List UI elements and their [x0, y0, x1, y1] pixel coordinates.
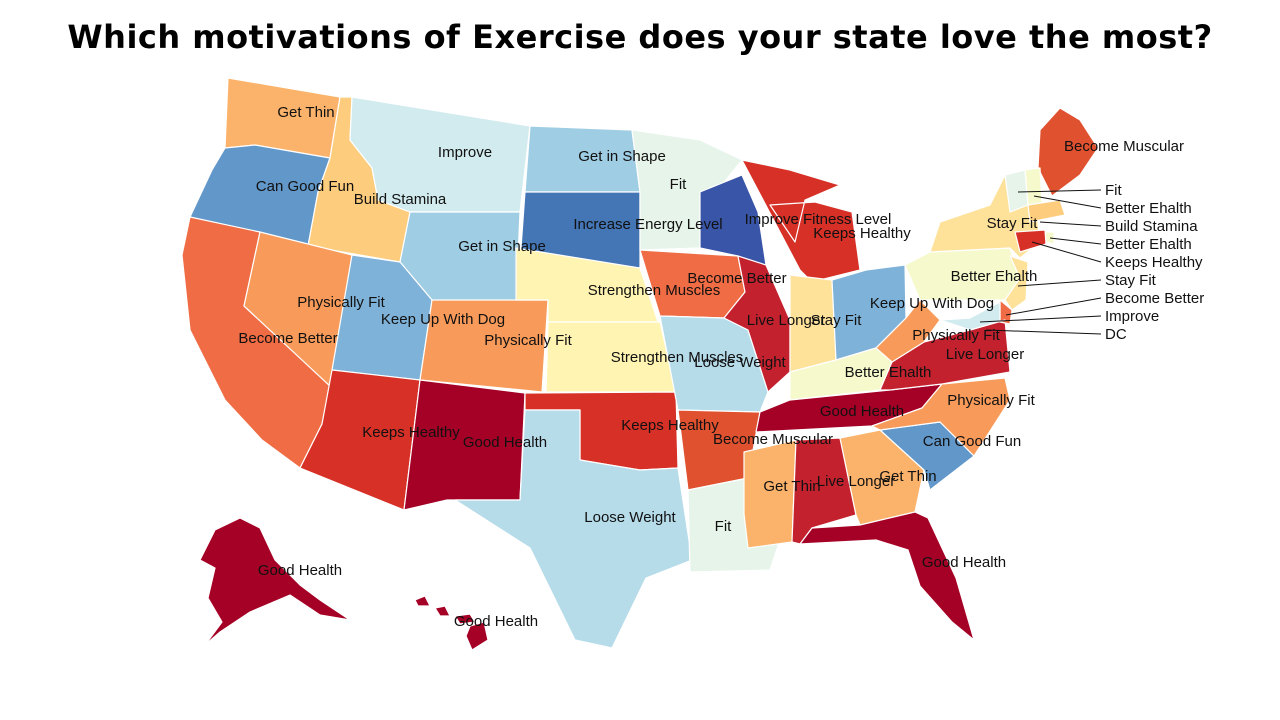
state-va — [879, 319, 1011, 391]
state-shape-ma — [1027, 199, 1066, 223]
callout-line-nj — [1017, 279, 1102, 287]
state-label-ok: Keeps Healthy — [621, 417, 719, 434]
state-label-ms: Get Thin — [763, 478, 820, 495]
state-label-tn: Good Health — [820, 403, 904, 420]
state-label-sc: Can Good Fun — [923, 433, 1021, 450]
state-hi — [414, 595, 489, 651]
states-layer — [181, 77, 1099, 651]
state-shape-md — [939, 301, 1006, 331]
state-label-il: Live Longer — [747, 312, 825, 329]
callout-label-de: Become Better — [1105, 290, 1204, 307]
state-label-wv: Physically Fit — [912, 327, 1000, 344]
state-shape-nc — [871, 377, 1011, 457]
state-label-or: Can Good Fun — [256, 178, 354, 195]
callout-label-vt: Fit — [1105, 182, 1122, 199]
state-label-wy: Get in Shape — [458, 238, 546, 255]
state-label-ny: Stay Fit — [987, 215, 1039, 232]
callout-lines — [979, 189, 1102, 335]
state-label-fl: Good Health — [922, 554, 1006, 571]
state-label-in: Stay Fit — [811, 312, 863, 329]
state-label-mo: Loose Weight — [694, 354, 786, 371]
state-shape-hi — [454, 613, 476, 625]
state-label-wa: Get Thin — [277, 104, 334, 121]
state-label-nm: Good Health — [463, 434, 547, 451]
state-label-me: Become Muscular — [1064, 138, 1184, 155]
callout-line-ri — [1049, 237, 1102, 245]
state-label-id: Build Stamina — [354, 191, 447, 208]
state-label-nd: Get in Shape — [578, 148, 666, 165]
state-ms — [743, 439, 797, 549]
state-label-mi: Keeps Healthy — [813, 225, 911, 242]
callout-line-nh — [1033, 195, 1102, 209]
state-il — [723, 255, 791, 393]
state-label-ak: Good Health — [258, 562, 342, 579]
callout-label-nh: Better Ehalth — [1105, 200, 1192, 217]
state-label-ca: Become Better — [238, 330, 337, 347]
state-shape-co — [419, 299, 549, 393]
state-label-wi: Improve Fitness Level — [745, 211, 892, 228]
state-shape-ct — [1014, 229, 1047, 253]
callout-label-md: Improve — [1105, 308, 1159, 325]
state-co — [419, 299, 549, 393]
map-title: Which motivations of Exercise does your … — [67, 18, 1213, 56]
callout-line-md — [979, 315, 1102, 323]
callout-label-nj: Stay Fit — [1105, 272, 1157, 289]
callout-line-ct — [1031, 241, 1102, 263]
state-label-hi: Good Health — [454, 613, 538, 630]
state-shape-hi — [465, 621, 489, 651]
state-label-co: Physically Fit — [484, 332, 572, 349]
callout-line-dc — [985, 329, 1102, 335]
state-label-ia: Become Better — [687, 270, 786, 287]
state-label-al: Live Longer — [817, 473, 895, 490]
state-md — [939, 301, 1006, 331]
state-label-pa: Better Ehalth — [951, 268, 1038, 285]
state-label-nc: Physically Fit — [947, 392, 1035, 409]
callout-line-ma — [1039, 221, 1102, 227]
state-label-mn: Fit — [670, 176, 687, 193]
state-label-ga: Get Thin — [879, 468, 936, 485]
state-shape-az — [299, 369, 421, 511]
state-label-ky: Better Ehalth — [845, 364, 932, 381]
callout-label-dc: DC — [1105, 326, 1127, 343]
callout-label-ct: Keeps Healthy — [1105, 254, 1203, 271]
callout-line-de — [1005, 297, 1102, 316]
state-shape-hi — [434, 605, 451, 617]
callout-line-vt — [1017, 189, 1102, 193]
callout-label-ma: Build Stamina — [1105, 218, 1198, 235]
state-label-mt: Improve — [438, 144, 492, 161]
state-tx — [454, 409, 693, 649]
state-label-oh: Keep Up With Dog — [870, 295, 994, 312]
state-label-az: Keeps Healthy — [362, 424, 460, 441]
state-shape-va — [879, 319, 1011, 391]
callout-label-ri: Better Ehalth — [1105, 236, 1192, 253]
state-label-ar: Become Muscular — [713, 431, 833, 448]
state-az — [299, 369, 421, 511]
state-fl — [799, 511, 975, 641]
state-nc — [871, 377, 1011, 457]
state-ak — [199, 517, 351, 646]
state-shape-ms — [743, 439, 797, 549]
state-ct — [1014, 229, 1047, 253]
state-shape-fl — [799, 511, 975, 641]
state-label-sd: Increase Energy Level — [573, 216, 722, 233]
state-shape-nh — [1024, 167, 1043, 206]
state-label-ne: Strengthen Muscles — [588, 282, 721, 299]
state-label-nv: Physically Fit — [297, 294, 385, 311]
state-shape-ak — [199, 517, 351, 646]
state-label-ut: Keep Up With Dog — [381, 311, 505, 328]
state-nh — [1024, 167, 1043, 206]
state-label-la: Fit — [715, 518, 732, 535]
state-shape-tx — [454, 409, 693, 649]
state-shape-hi — [414, 595, 431, 607]
state-label-va: Live Longer — [946, 346, 1024, 363]
state-label-ks: Strengthen Muscles — [611, 349, 744, 366]
state-label-tx: Loose Weight — [584, 509, 676, 526]
state-ma — [1027, 199, 1066, 223]
state-shape-il — [723, 255, 791, 393]
